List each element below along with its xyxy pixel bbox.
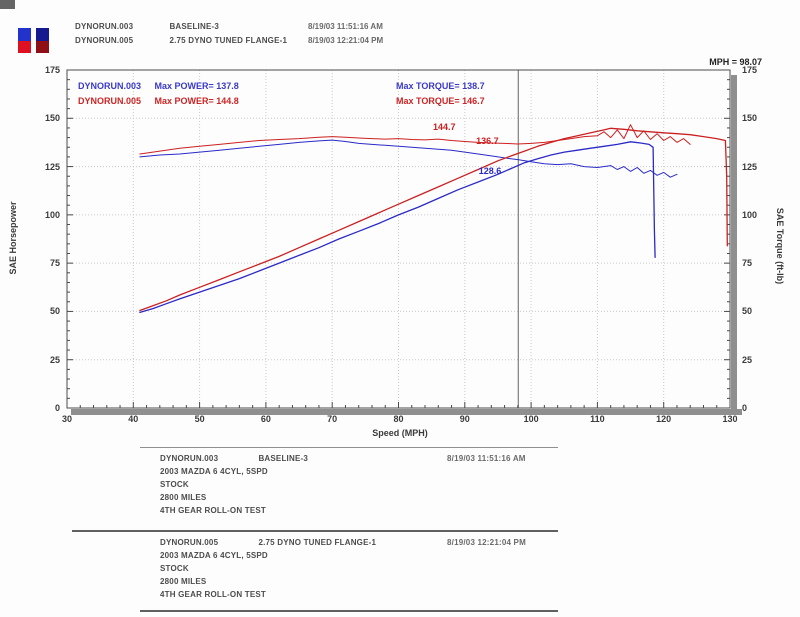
y-tick-label-left: 125 [44,161,60,172]
footer-divider-3 [140,610,558,612]
block2-run-name: DYNORUN.005 [160,538,219,547]
block1-run-desc: BASELINE-3 [258,454,308,463]
block2-title-line: DYNORUN.005 2.75 DYNO TUNED FLANGE-1 [160,538,376,547]
x-tick-label: 90 [459,414,470,424]
run2-desc: 2.75 DYNO TUNED FLANGE-1 [169,36,288,45]
y-tick-label-right: 0 [742,403,748,413]
x-tick-label: 120 [656,414,672,424]
y-tick-label-left: 25 [49,354,60,365]
x-axis-title: Speed (MPH) [372,428,428,438]
block2-detail-vehicle: 2003 MAZDA 6 4CYL, 5SPD [160,551,268,560]
legend-run2: DYNORUN.005 Max POWER= 144.8 Max TORQUE=… [78,96,485,106]
x-tick-label: 30 [61,414,72,424]
series-dynorun-005-horsepower [139,127,728,312]
x-tick-label: 110 [590,414,605,424]
block2-detail-test: 4TH GEAR ROLL-ON TEST [160,590,266,599]
series-dynorun-003-horsepower [139,141,656,314]
header-run1-line: DYNORUN.003 BASELINE-3 [75,22,219,31]
x-tick-label: 60 [260,414,271,424]
x-tick-label: 40 [128,414,139,424]
axis-ticks [66,69,731,409]
y-tick-label-right: 175 [742,65,758,75]
y-tick-label-right: 150 [742,113,758,124]
block2-detail-config: STOCK [160,564,189,573]
y-tick-label-right: 100 [742,209,758,220]
cursor-value-annotation: 144.7 [432,122,456,133]
cursor-value-annotation: 136.7 [476,136,499,147]
block1-detail-vehicle: 2003 MAZDA 6 4CYL, 5SPD [160,467,268,476]
x-tick-label: 70 [327,414,338,424]
legend-run2-name: DYNORUN.005 [78,96,142,106]
plot-shadow-bottom [71,409,742,415]
run1-name: DYNORUN.003 [75,22,134,31]
y-axis-title-left: SAE Horsepower [8,201,18,275]
dyno-chart: MPH = 98.07 DYNORUN.003 Max POWER= 137.8… [8,57,785,438]
run1-color-chip-icon [18,28,31,53]
y-tick-label-left: 175 [44,65,60,75]
legend-run1-max-torque: Max TORQUE= 138.7 [396,81,485,91]
y-tick-label-right: 50 [742,306,753,317]
x-tick-label: 50 [194,414,205,424]
legend-run2-max-torque: Max TORQUE= 146.7 [396,96,485,106]
run2-color-chip-icon [36,28,49,53]
screen-corner-artifact [0,0,15,9]
series-dynorun-005-torque [139,124,691,155]
block2-run-desc: 2.75 DYNO TUNED FLANGE-1 [258,538,377,547]
header-run2-line: DYNORUN.005 2.75 DYNO TUNED FLANGE-1 [75,36,287,45]
block2-detail-mileage: 2800 MILES [160,577,207,586]
legend-run1: DYNORUN.003 Max POWER= 137.8 Max TORQUE=… [78,81,485,91]
y-tick-label-left: 150 [44,113,60,124]
cursor-value-annotation: 128.6 [478,165,502,176]
run2-name: DYNORUN.005 [75,36,134,45]
x-tick-label: 80 [393,414,404,424]
y-tick-label-right: 25 [742,354,753,365]
legend-run2-max-power: Max POWER= 144.8 [154,96,239,106]
y-tick-label-right: 75 [742,258,753,269]
y-tick-label-left: 100 [44,209,60,220]
legend-run1-max-power: Max POWER= 137.8 [154,81,239,91]
plot-shadow-right [731,75,737,415]
chart-canvas [66,69,742,415]
x-tick-label: 100 [523,414,539,424]
y-tick-label-left: 75 [49,258,60,269]
gridlines [67,70,730,408]
run2-timestamp: 8/19/03 12:21:04 PM [308,36,384,45]
block1-detail-mileage: 2800 MILES [160,493,207,502]
series-dynorun-003-torque [139,139,678,178]
x-tick-label: 130 [722,414,738,424]
block1-timestamp: 8/19/03 11:51:16 AM [447,454,526,463]
y-tick-label-left: 0 [54,403,60,413]
block1-detail-test: 4TH GEAR ROLL-ON TEST [160,506,266,515]
run1-timestamp: 8/19/03 11:51:16 AM [308,22,383,31]
block1-run-name: DYNORUN.003 [160,454,219,463]
block1-title-line: DYNORUN.003 BASELINE-3 [160,454,308,463]
y-tick-label-left: 50 [49,306,60,317]
mph-cursor-readout: MPH = 98.07 [709,57,762,67]
run1-desc: BASELINE-3 [169,22,219,31]
block1-detail-config: STOCK [160,480,189,489]
y-tick-label-right: 125 [742,161,758,172]
legend-run1-name: DYNORUN.003 [78,81,142,91]
footer-divider-2 [72,530,558,532]
footer-divider-1 [140,447,558,448]
y-axis-title-right: SAE Torque (ft-lb) [775,207,785,285]
block2-timestamp: 8/19/03 12:21:04 PM [447,538,526,547]
